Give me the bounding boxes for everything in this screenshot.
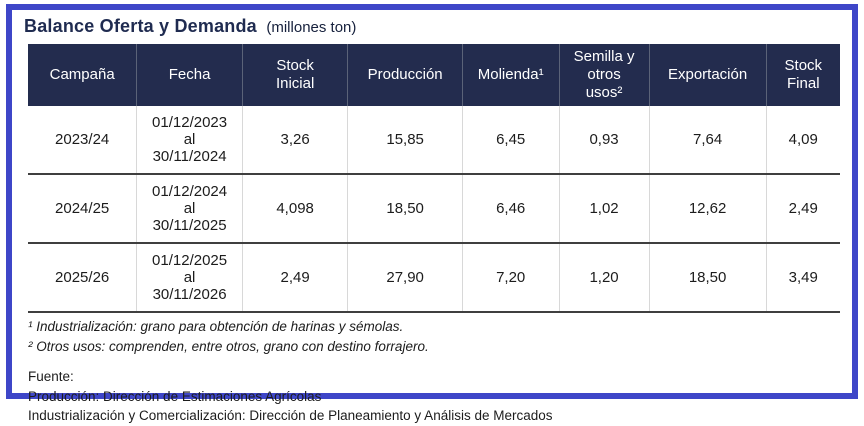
cell-semilla-otros-usos: 1,02: [559, 174, 650, 244]
title-unit: (millones ton): [266, 19, 357, 36]
source-line-produccion: Producción: Dirección de Estimaciones Ag…: [28, 388, 322, 404]
source-line-industrializacion: Industrialización y Comercialización: Di…: [28, 408, 553, 424]
cell-fecha: 01/12/2025 al 30/11/2026: [136, 243, 243, 313]
cell-campana: 2024/25: [28, 174, 138, 244]
cell-stock-final: 2,49: [766, 174, 840, 244]
cell-stock-final: 3,49: [766, 243, 840, 313]
source-label: Fuente:: [28, 369, 74, 385]
table-row-2023-24: 2023/24 01/12/2023 al 30/11/2024 3,26 15…: [28, 106, 840, 175]
col-header-produccion: Producción: [347, 44, 463, 106]
cell-semilla-otros-usos: 1,20: [559, 243, 650, 313]
cell-produccion: 18,50: [347, 174, 463, 244]
footnote-industrializacion: ¹ Industrialización: grano para obtenció…: [28, 319, 404, 334]
cell-campana: 2025/26: [28, 243, 138, 313]
cell-molienda: 7,20: [462, 243, 560, 313]
cell-exportacion: 18,50: [649, 243, 767, 313]
cell-fecha: 01/12/2024 al 30/11/2025: [136, 174, 243, 244]
cell-exportacion: 7,64: [649, 106, 767, 175]
table-row-2024-25: 2024/25 01/12/2024 al 30/11/2025 4,098 1…: [28, 174, 840, 244]
cell-stock-inicial: 4,098: [242, 174, 349, 244]
cell-semilla-otros-usos: 0,93: [559, 106, 650, 175]
col-header-stock-inicial: Stock Inicial: [242, 44, 349, 106]
table-row-2025-26: 2025/26 01/12/2025 al 30/11/2026 2,49 27…: [28, 243, 840, 313]
page-title: Balance Oferta y Demanda: [24, 16, 257, 36]
cell-produccion: 27,90: [347, 243, 463, 313]
report-frame: Balance Oferta y Demanda (millones ton) …: [6, 4, 858, 423]
footnotes: ¹ Industrialización: grano para obtenció…: [28, 317, 846, 356]
title-row: Balance Oferta y Demanda (millones ton): [24, 16, 846, 37]
col-header-campana: Campaña: [28, 44, 138, 106]
cell-stock-inicial: 2,49: [242, 243, 349, 313]
cell-stock-final: 4,09: [766, 106, 840, 175]
cell-fecha: 01/12/2023 al 30/11/2024: [136, 106, 243, 175]
cell-molienda: 6,46: [462, 174, 560, 244]
footnote-otros-usos: ² Otros usos: comprenden, entre otros, g…: [28, 338, 429, 354]
cell-stock-inicial: 3,26: [242, 106, 349, 175]
cell-molienda: 6,45: [462, 106, 560, 175]
col-header-exportacion: Exportación: [649, 44, 767, 106]
cell-exportacion: 12,62: [649, 174, 767, 244]
balance-table: Campaña Fecha Stock Inicial Producción M…: [28, 44, 840, 313]
cell-campana: 2023/24: [28, 106, 138, 175]
col-header-molienda: Molienda¹: [462, 44, 560, 106]
cell-produccion: 15,85: [347, 106, 463, 175]
col-header-semilla-otros-usos: Semilla y otros usos²: [559, 44, 650, 106]
header-row: Campaña Fecha Stock Inicial Producción M…: [28, 44, 840, 106]
col-header-fecha: Fecha: [136, 44, 243, 106]
col-header-stock-final: Stock Final: [766, 44, 840, 106]
source-block: Fuente: Producción: Dirección de Estimac…: [28, 367, 846, 426]
